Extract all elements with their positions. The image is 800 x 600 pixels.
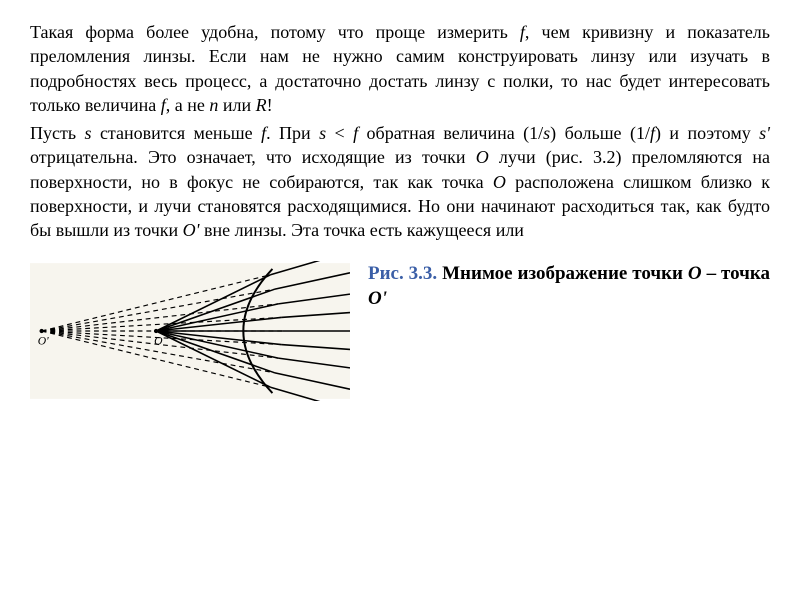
p2-O1: O — [476, 147, 489, 167]
p2-t11: вне линзы. Эта точка есть кажущееся или — [200, 220, 524, 240]
p2-t8: отрицательна. Это означает, что исходящи… — [30, 147, 476, 167]
p2-t3: . При — [266, 123, 319, 143]
p2-t4: < — [326, 123, 353, 143]
p2-sp: s' — [759, 123, 770, 143]
p1-R: R — [256, 95, 267, 115]
p2-Op: O' — [183, 220, 200, 240]
p2-t5: обратная величина (1/ — [358, 123, 543, 143]
paragraph-1: Такая форма более удобна, потому что про… — [30, 20, 770, 117]
p2-t2: становится меньше — [92, 123, 262, 143]
p2-t6: ) больше (1/ — [550, 123, 650, 143]
caption-label: Рис. 3.3. — [368, 263, 437, 284]
figure-3-3: O' O — [30, 261, 350, 401]
figure-caption: Рис. 3.3. Мнимое изображение точки O – т… — [368, 261, 770, 312]
p2-t1: Пусть — [30, 123, 85, 143]
svg-text:O': O' — [38, 334, 49, 347]
p2-t7: ) и поэтому — [655, 123, 759, 143]
caption-Op: O' — [368, 288, 387, 309]
paragraph-2: Пусть s становится меньше f. При s < f о… — [30, 121, 770, 242]
figure-row: O' O Рис. 3.3. Мнимое изображение точки O… — [30, 261, 770, 401]
p2-s1: s — [85, 123, 92, 143]
p1-t5: ! — [267, 95, 273, 115]
svg-text:O: O — [154, 334, 163, 347]
caption-t2: – точка — [702, 263, 770, 284]
p2-O2: O — [493, 172, 506, 192]
p1-t1: Такая форма более удобна, потому что про… — [30, 22, 520, 42]
caption-t1: Мнимое изображение точки — [437, 263, 688, 284]
p1-t4: или — [218, 95, 255, 115]
caption-O: O — [688, 263, 702, 284]
p1-t3: , а не — [166, 95, 210, 115]
